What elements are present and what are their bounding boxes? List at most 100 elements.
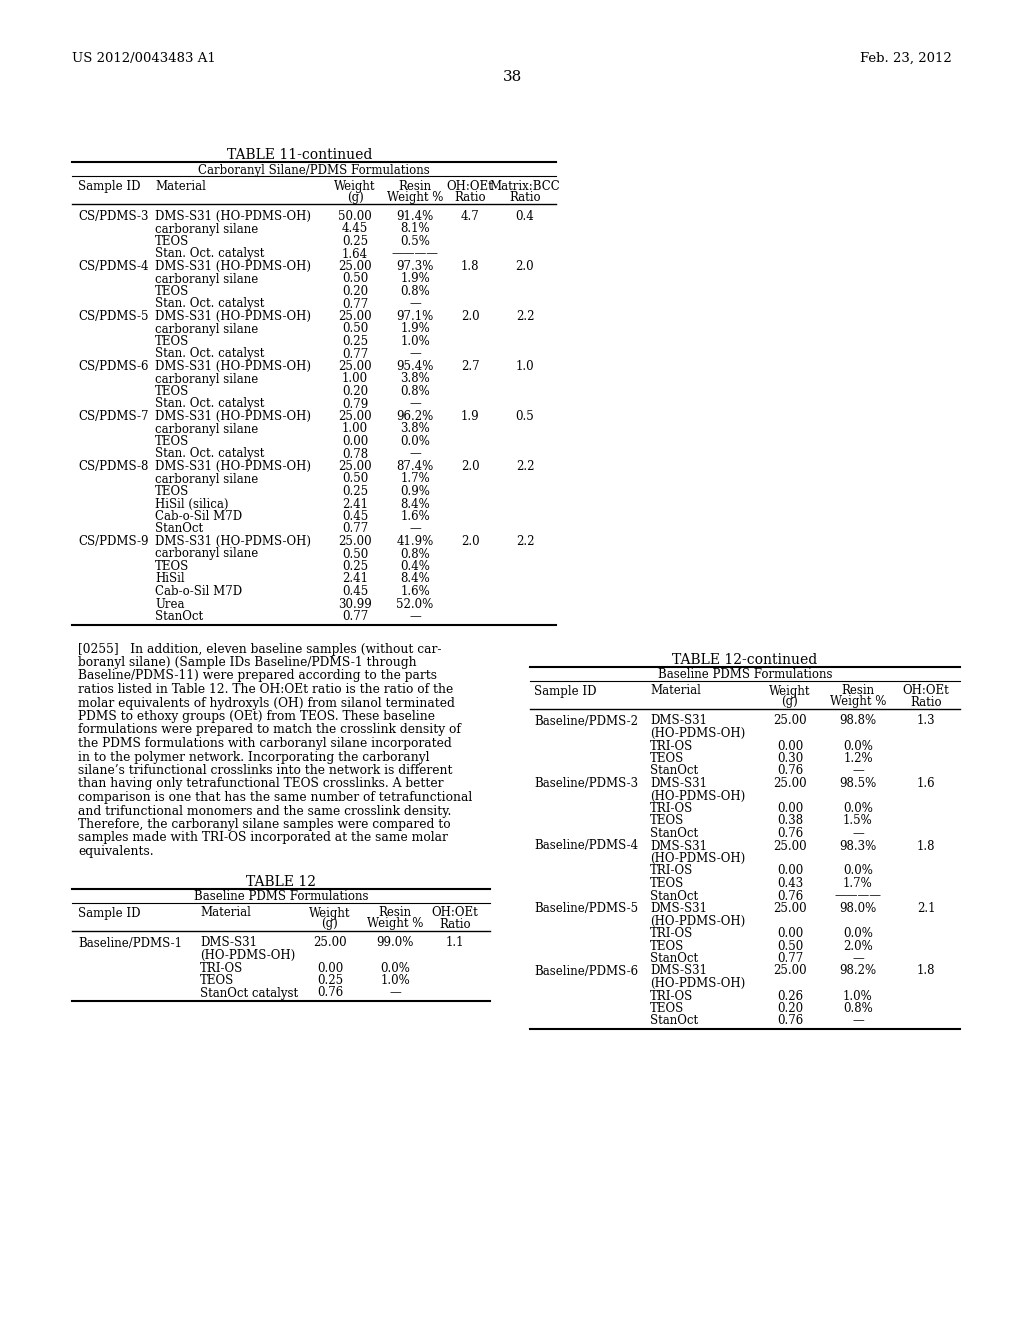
Text: samples made with TRI-OS incorporated at the same molar: samples made with TRI-OS incorporated at… xyxy=(78,832,447,845)
Text: 8.4%: 8.4% xyxy=(400,498,430,511)
Text: TRI-OS: TRI-OS xyxy=(650,927,693,940)
Text: 2.0%: 2.0% xyxy=(843,940,872,953)
Text: 50.00: 50.00 xyxy=(338,210,372,223)
Text: 0.77: 0.77 xyxy=(777,952,803,965)
Text: 98.3%: 98.3% xyxy=(840,840,877,853)
Text: carboranyl silane: carboranyl silane xyxy=(155,422,258,436)
Text: —: — xyxy=(389,986,400,999)
Text: Weight %: Weight % xyxy=(829,696,886,709)
Text: carboranyl silane: carboranyl silane xyxy=(155,272,258,285)
Text: 2.2: 2.2 xyxy=(516,535,535,548)
Text: (g): (g) xyxy=(781,696,799,709)
Text: 41.9%: 41.9% xyxy=(396,535,433,548)
Text: 0.00: 0.00 xyxy=(316,961,343,974)
Text: —: — xyxy=(852,952,864,965)
Text: 0.4%: 0.4% xyxy=(400,560,430,573)
Text: 8.1%: 8.1% xyxy=(400,223,430,235)
Text: 0.76: 0.76 xyxy=(777,828,803,840)
Text: 0.8%: 0.8% xyxy=(843,1002,872,1015)
Text: DMS-S31: DMS-S31 xyxy=(650,714,707,727)
Text: (HO-PDMS-OH): (HO-PDMS-OH) xyxy=(200,949,295,962)
Text: 2.2: 2.2 xyxy=(516,310,535,323)
Text: Stan. Oct. catalyst: Stan. Oct. catalyst xyxy=(155,397,264,411)
Text: 0.76: 0.76 xyxy=(777,764,803,777)
Text: 25.00: 25.00 xyxy=(338,535,372,548)
Text: 0.00: 0.00 xyxy=(342,436,368,447)
Text: 2.41: 2.41 xyxy=(342,573,368,586)
Text: Weight %: Weight % xyxy=(387,191,443,205)
Text: TABLE 11-continued: TABLE 11-continued xyxy=(227,148,373,162)
Text: Baseline PDMS Formulations: Baseline PDMS Formulations xyxy=(194,891,369,903)
Text: 2.0: 2.0 xyxy=(516,260,535,273)
Text: Baseline/PDMS-6: Baseline/PDMS-6 xyxy=(534,965,638,978)
Text: ————: ———— xyxy=(835,890,882,903)
Text: CS/PDMS-4: CS/PDMS-4 xyxy=(78,260,148,273)
Text: Stan. Oct. catalyst: Stan. Oct. catalyst xyxy=(155,248,264,260)
Text: 91.4%: 91.4% xyxy=(396,210,433,223)
Text: 0.8%: 0.8% xyxy=(400,548,430,561)
Text: (HO-PDMS-OH): (HO-PDMS-OH) xyxy=(650,851,745,865)
Text: Stan. Oct. catalyst: Stan. Oct. catalyst xyxy=(155,347,264,360)
Text: 0.25: 0.25 xyxy=(342,560,368,573)
Text: carboranyl silane: carboranyl silane xyxy=(155,548,258,561)
Text: 52.0%: 52.0% xyxy=(396,598,433,610)
Text: 0.45: 0.45 xyxy=(342,585,368,598)
Text: 95.4%: 95.4% xyxy=(396,360,434,374)
Text: 98.2%: 98.2% xyxy=(840,965,877,978)
Text: 38: 38 xyxy=(503,70,521,84)
Text: Ratio: Ratio xyxy=(910,696,942,709)
Text: 0.9%: 0.9% xyxy=(400,484,430,498)
Text: 1.9%: 1.9% xyxy=(400,272,430,285)
Text: 2.7: 2.7 xyxy=(461,360,479,374)
Text: 4.7: 4.7 xyxy=(461,210,479,223)
Text: 1.1: 1.1 xyxy=(445,936,464,949)
Text: 0.0%: 0.0% xyxy=(843,927,872,940)
Text: 8.4%: 8.4% xyxy=(400,573,430,586)
Text: TABLE 12-continued: TABLE 12-continued xyxy=(673,652,817,667)
Text: US 2012/0043483 A1: US 2012/0043483 A1 xyxy=(72,51,216,65)
Text: 0.00: 0.00 xyxy=(777,803,803,814)
Text: DMS-S31: DMS-S31 xyxy=(650,965,707,978)
Text: 25.00: 25.00 xyxy=(773,902,807,915)
Text: Weight: Weight xyxy=(309,907,351,920)
Text: 0.78: 0.78 xyxy=(342,447,368,461)
Text: Material: Material xyxy=(200,907,251,920)
Text: DMS-S31 (HO-PDMS-OH): DMS-S31 (HO-PDMS-OH) xyxy=(155,411,311,422)
Text: DMS-S31: DMS-S31 xyxy=(200,936,257,949)
Text: 0.20: 0.20 xyxy=(342,385,368,399)
Text: 96.2%: 96.2% xyxy=(396,411,433,422)
Text: TEOS: TEOS xyxy=(650,814,684,828)
Text: Cab-o-Sil M7D: Cab-o-Sil M7D xyxy=(155,585,242,598)
Text: 2.1: 2.1 xyxy=(916,902,935,915)
Text: TEOS: TEOS xyxy=(650,876,684,890)
Text: 0.50: 0.50 xyxy=(342,473,368,486)
Text: Matrix:BCC: Matrix:BCC xyxy=(489,180,560,193)
Text: 2.2: 2.2 xyxy=(516,459,535,473)
Text: 1.00: 1.00 xyxy=(342,422,368,436)
Text: 0.76: 0.76 xyxy=(316,986,343,999)
Text: DMS-S31 (HO-PDMS-OH): DMS-S31 (HO-PDMS-OH) xyxy=(155,360,311,374)
Text: 1.8: 1.8 xyxy=(916,965,935,978)
Text: CS/PDMS-9: CS/PDMS-9 xyxy=(78,535,148,548)
Text: —: — xyxy=(852,828,864,840)
Text: boranyl silane) (Sample IDs Baseline/PDMS-1 through: boranyl silane) (Sample IDs Baseline/PDM… xyxy=(78,656,417,669)
Text: 0.50: 0.50 xyxy=(777,940,803,953)
Text: DMS-S31 (HO-PDMS-OH): DMS-S31 (HO-PDMS-OH) xyxy=(155,459,311,473)
Text: TRI-OS: TRI-OS xyxy=(650,803,693,814)
Text: TRI-OS: TRI-OS xyxy=(650,990,693,1002)
Text: TEOS: TEOS xyxy=(650,752,684,766)
Text: (HO-PDMS-OH): (HO-PDMS-OH) xyxy=(650,727,745,741)
Text: Urea: Urea xyxy=(155,598,184,610)
Text: DMS-S31: DMS-S31 xyxy=(650,902,707,915)
Text: —: — xyxy=(852,764,864,777)
Text: Resin: Resin xyxy=(398,180,431,193)
Text: TEOS: TEOS xyxy=(155,560,189,573)
Text: 25.00: 25.00 xyxy=(773,714,807,727)
Text: TRI-OS: TRI-OS xyxy=(650,739,693,752)
Text: CS/PDMS-7: CS/PDMS-7 xyxy=(78,411,148,422)
Text: 30.99: 30.99 xyxy=(338,598,372,610)
Text: Sample ID: Sample ID xyxy=(78,907,140,920)
Text: 0.25: 0.25 xyxy=(342,335,368,348)
Text: HiSil: HiSil xyxy=(155,573,184,586)
Text: 3.8%: 3.8% xyxy=(400,372,430,385)
